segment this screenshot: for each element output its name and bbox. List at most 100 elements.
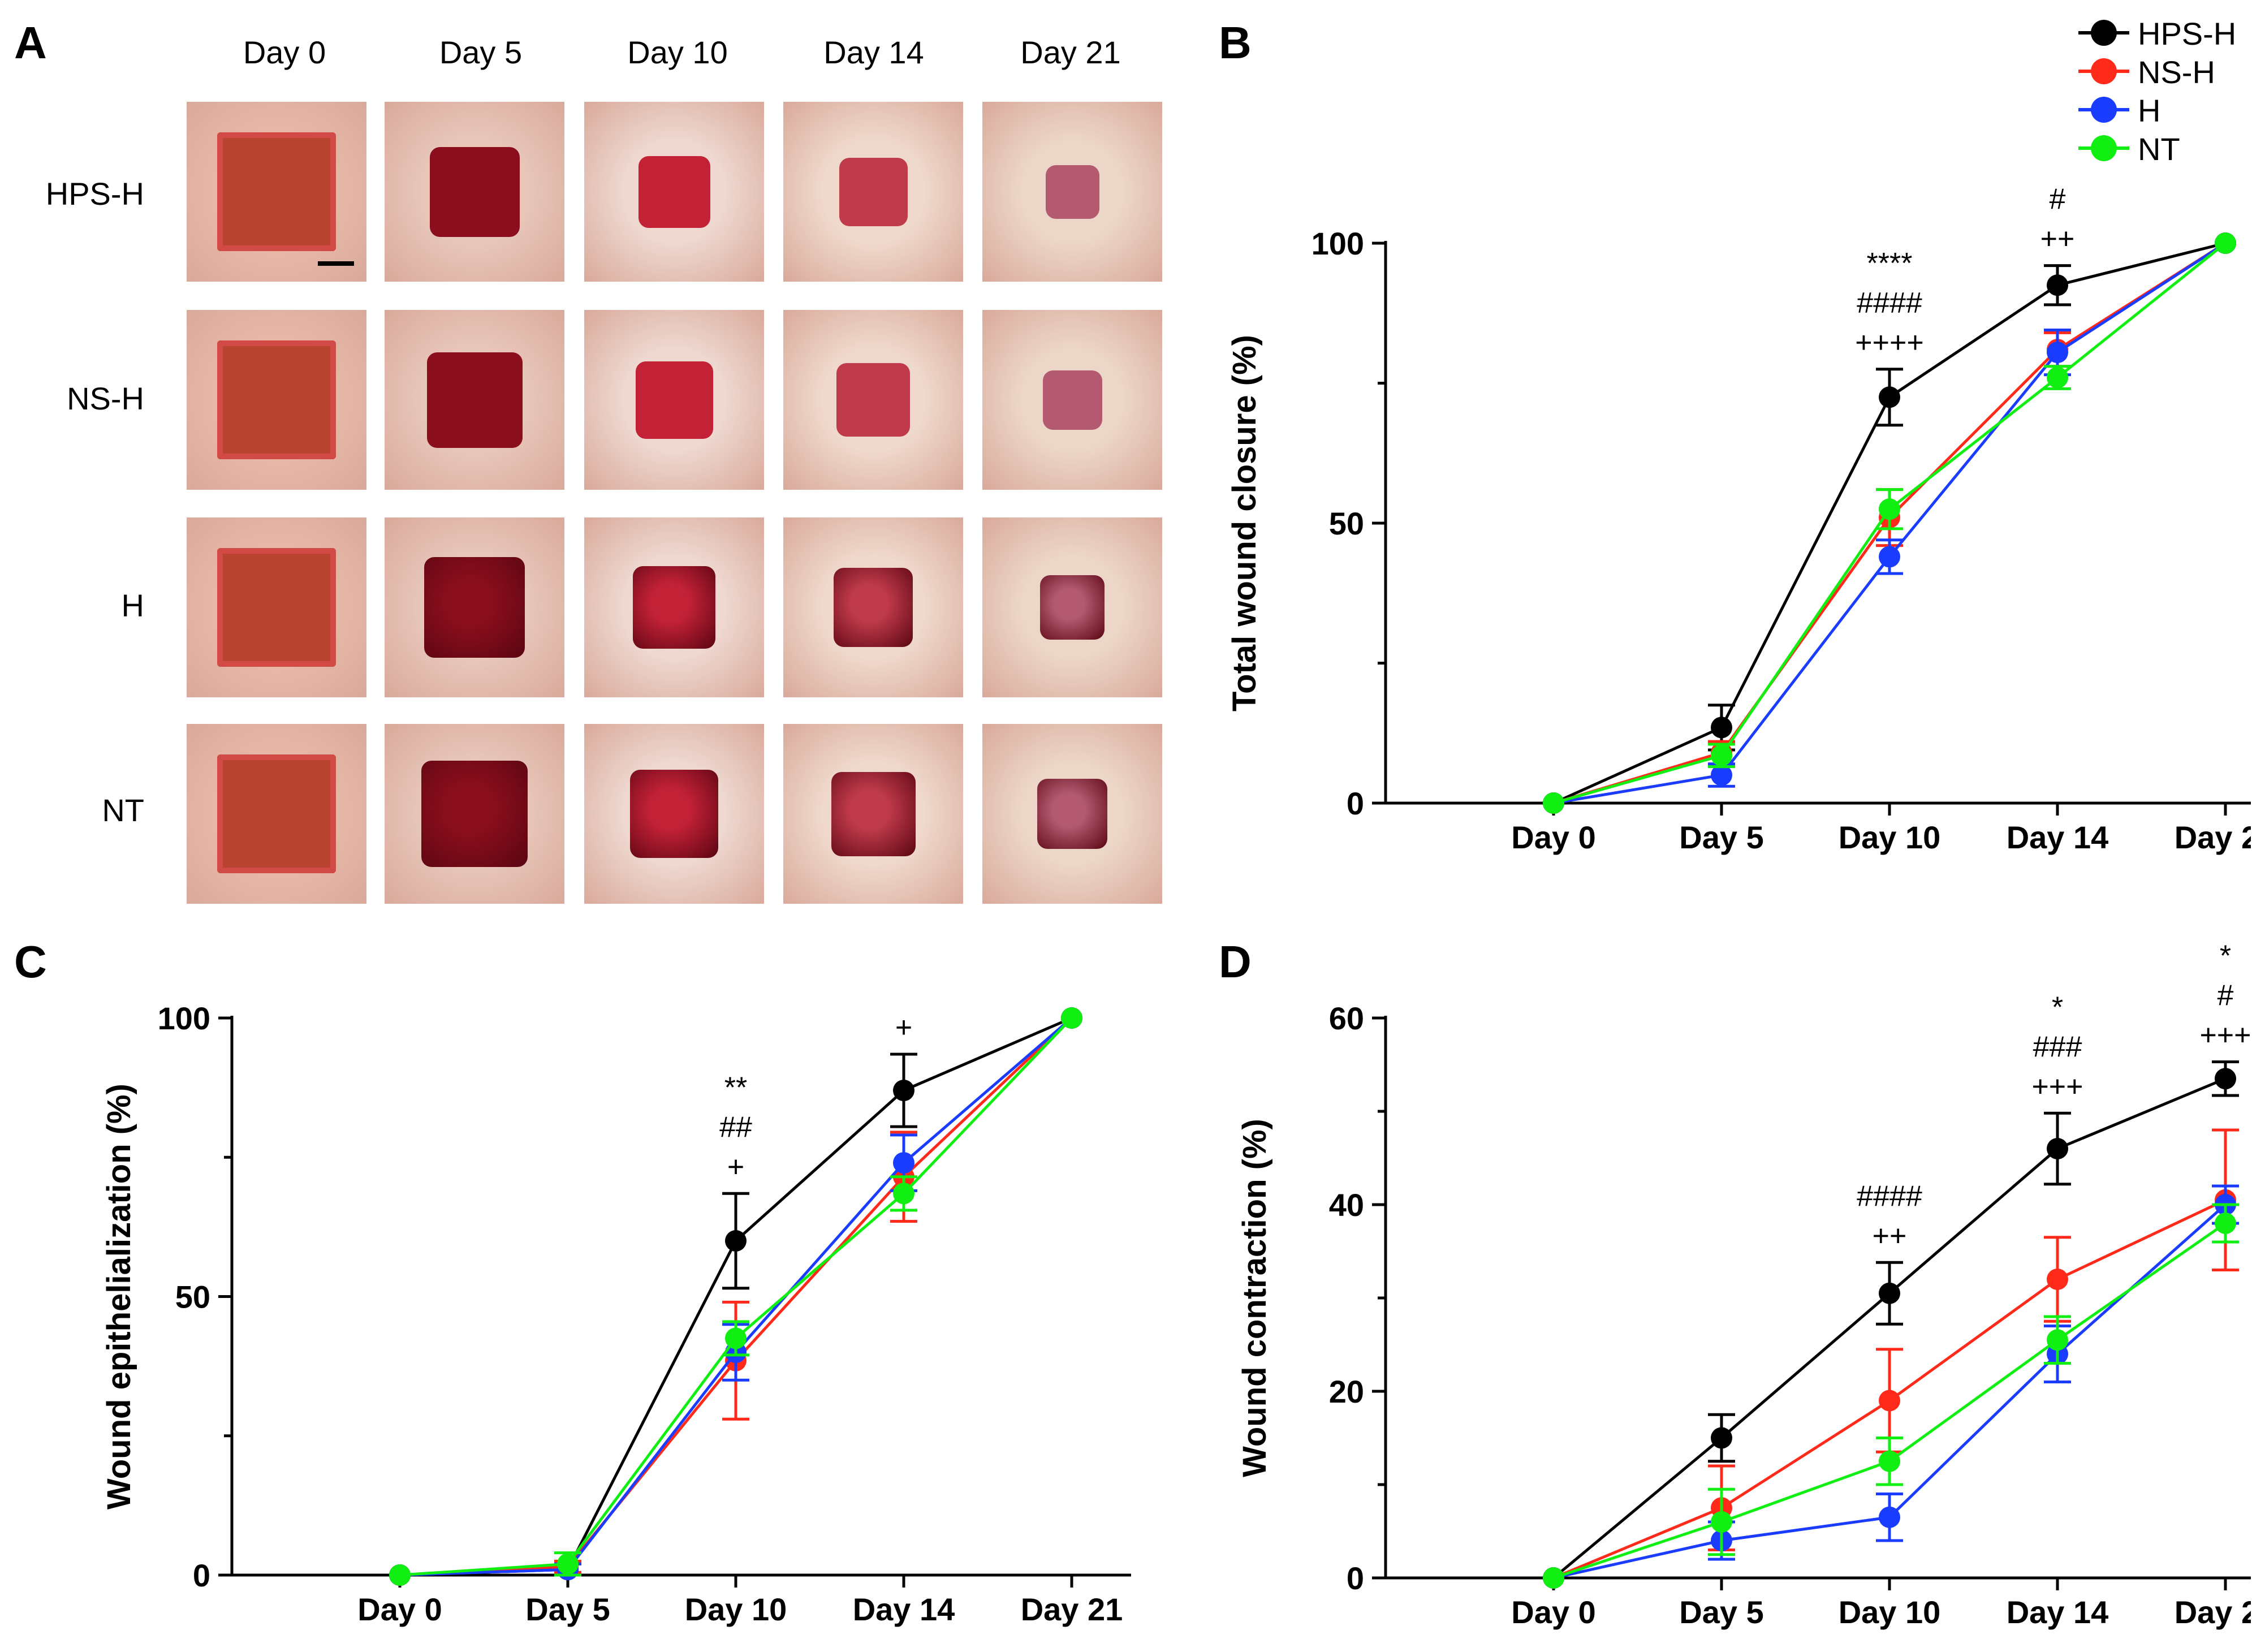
chart-b-point-h [2047,342,2068,364]
wound-photo-hps-h-day-14 [783,102,963,282]
chart-d-significance-label: # [2218,980,2234,1012]
chart-b-x-tick-label: Day 10 [1839,819,1941,855]
chart-b-point-nt [1711,744,1732,766]
chart-b-point-nt [2047,366,2068,389]
chart-c-y-tick-label: 0 [193,1558,210,1593]
chart-wound-epithelialization: 0 50 100 Day 0 Day 5 Day 10 Day 14 Day 21 Wound … [101,1000,1131,1627]
chart-d-point-nt [2215,1213,2236,1234]
row-header-h: H [121,588,144,623]
chart-d-x-tick-label: Day 14 [2007,1594,2109,1630]
chart-c-x-tick-label: Day 21 [1021,1591,1123,1627]
column-header-day-5: Day 5 [439,34,523,70]
chart-d-significance-label: * [2052,991,2063,1024]
panel-letter-c: C [14,937,47,987]
chart-d-x-tick-label: Day 5 [1679,1594,1763,1630]
chart-d-point-hps-h [1711,1427,1732,1449]
wound-photo-h-day-14 [783,517,963,697]
chart-d-point-hps-h [2215,1068,2236,1090]
chart-total-wound-closure: 0 50 100 Day 0 Day 5 Day 10 Day 14 Day 21 Total … [1226,187,2251,855]
chart-d-significance-label: ++ [1873,1219,1907,1252]
legend-label-hps-h: HPS-H [2138,16,2237,51]
chart-d-significance-label: ### [2033,1030,2082,1063]
wound-photo-h-day-0 [187,517,366,697]
wound-photo-ns-h-day-21 [982,310,1162,490]
chart-b-point-hps-h [1879,386,1900,408]
row-header-ns-h: NS-H [67,381,144,416]
panel-letter-a: A [14,18,47,68]
column-header-day-0: Day 0 [243,34,326,70]
chart-d-y-tick-label: 40 [1329,1187,1364,1223]
wound-photo-hps-h-day-21 [982,102,1162,282]
chart-d-point-nt [1879,1450,1900,1472]
wound-photo-nt-day-21 [982,724,1162,904]
chart-d-point-nt [2047,1329,2068,1351]
chart-c-x-tick-label: Day 14 [853,1591,955,1627]
panel-letter-b: B [1219,18,1252,68]
wound-photo-hps-h-day-10 [584,102,764,282]
wound-photo-ns-h-day-0 [187,310,366,490]
chart-b-point-hps-h [1711,717,1732,739]
wound-photo-h-day-5 [385,517,564,697]
legend-label-nt: NT [2138,131,2180,167]
chart-wound-contraction: 0 20 40 60 Day 0 Day 5 Day 10 Day 14 Day 21 Wound… [1236,940,2251,1630]
chart-b-significance-label: #### [1857,287,1922,320]
chart-d-y-tick-label: 20 [1329,1374,1364,1409]
chart-b-y-tick-label: 50 [1329,506,1364,541]
chart-d-significance-label: #### [1857,1180,1922,1213]
chart-d-y-tick-label: 0 [1347,1560,1364,1596]
chart-d-point-h [1879,1506,1900,1528]
chart-c-point-hps-h [893,1080,914,1102]
wound-photo-h-day-10 [584,517,764,697]
chart-b-point-h [1711,764,1732,786]
legend-label-h: H [2138,93,2161,128]
chart-c-x-tick-label: Day 10 [685,1591,787,1627]
wound-photo-nt-day-10 [584,724,764,904]
column-header-day-14: Day 14 [823,34,924,70]
wound-photo-nt-day-5 [385,724,564,904]
chart-c-point-nt [725,1327,747,1349]
wound-photo-ns-h-day-14 [783,310,963,490]
chart-c-point-h [893,1152,914,1174]
chart-b-x-tick-label: Day 5 [1679,819,1763,855]
wound-photo-hps-h-day-5 [385,102,564,282]
wound-photo-ns-h-day-10 [584,310,764,490]
chart-b-point-nt [1879,498,1900,520]
wound-photo-hps-h-day-0 [187,102,366,282]
chart-d-point-hps-h [2047,1138,2068,1159]
chart-c-x-tick-label: Day 5 [525,1591,610,1627]
column-header-day-10: Day 10 [627,34,728,70]
chart-d-significance-label: * [2220,940,2231,973]
chart-b-y-tick-label: 0 [1347,786,1364,821]
panel-letter-d: D [1219,937,1252,987]
chart-b-y-axis-label: Total wound closure (%) [1226,335,1263,711]
chart-b-significance-label: ++++ [1855,326,1923,359]
chart-d-point-ns-h [1879,1390,1900,1412]
chart-d-point-ns-h [2047,1269,2068,1290]
chart-b-point-hps-h [2047,274,2068,296]
chart-c-y-axis-label: Wound epithelialization (%) [101,1084,137,1509]
chart-d-x-tick-label: Day 21 [2175,1594,2251,1630]
row-header-nt: NT [102,792,144,828]
chart-b-significance-label: **** [1867,247,1913,280]
chart-c-significance-label: + [727,1150,744,1183]
chart-b-x-tick-label: Day 0 [1511,819,1595,855]
chart-d-point-nt [1543,1567,1564,1589]
chart-c-point-nt [893,1183,914,1205]
chart-d-significance-label: +++ [2199,1019,2251,1052]
chart-d-y-tick-label: 60 [1329,1000,1364,1036]
chart-d-significance-label: +++ [2031,1070,2083,1103]
row-header-hps-h: HPS-H [45,176,144,212]
wound-photo-ns-h-day-5 [385,310,564,490]
chart-c-point-nt [557,1553,579,1575]
chart-d-point-hps-h [1879,1282,1900,1304]
legend-label-ns-h: NS-H [2138,54,2215,90]
chart-c-significance-label: ** [724,1071,747,1104]
scale-bar [318,261,354,266]
chart-b-point-h [1879,546,1900,568]
chart-b-point-nt [1543,792,1564,814]
chart-c-x-tick-label: Day 0 [357,1591,442,1627]
chart-b-x-tick-label: Day 21 [2175,819,2251,855]
chart-d-y-axis-label: Wound contraction (%) [1236,1119,1273,1477]
chart-b-point-nt [2215,232,2236,254]
chart-c-y-tick-label: 50 [175,1279,210,1315]
